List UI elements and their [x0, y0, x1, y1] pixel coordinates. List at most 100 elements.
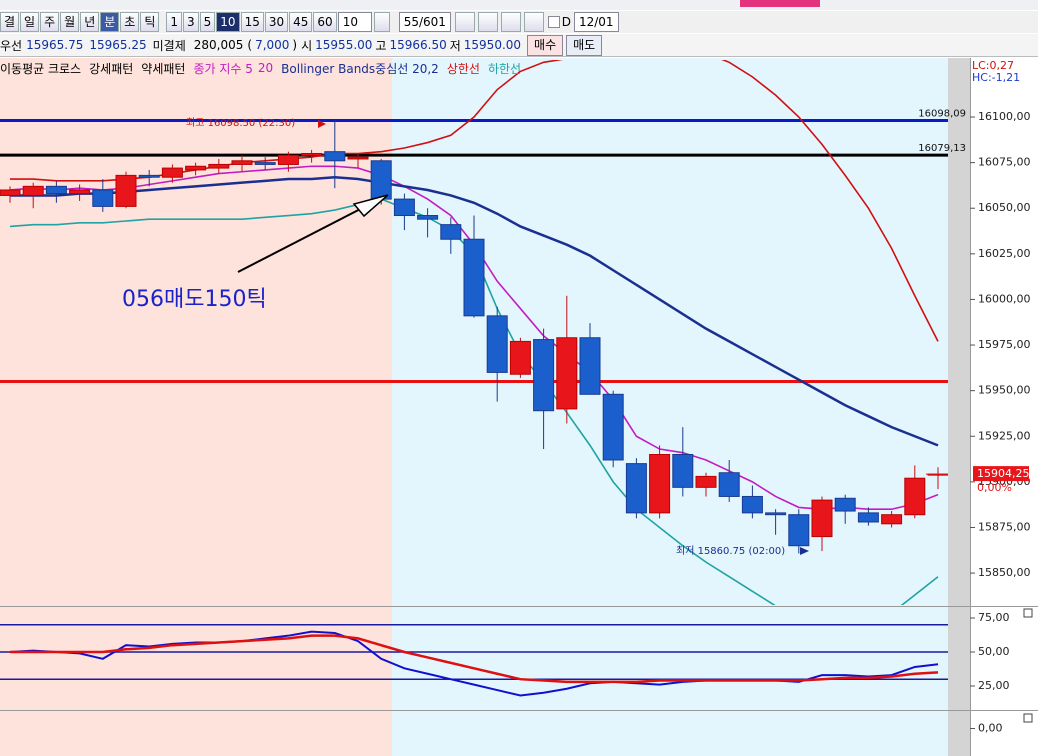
candle-body [22, 185, 44, 196]
high-label: 고 [375, 38, 387, 53]
tool-icon[interactable] [523, 12, 544, 32]
legend-series: 하한선 [487, 61, 522, 76]
candle-body [509, 340, 531, 375]
candle-body [440, 224, 462, 240]
candle-body [45, 185, 67, 195]
legend-item: 강세패턴 [89, 61, 134, 76]
candle-body [602, 393, 624, 461]
minute-button[interactable]: 45 [289, 12, 313, 32]
minute-button[interactable]: 30 [264, 12, 289, 32]
candle-body [208, 163, 230, 169]
horizontal-line-label: 16079,13 [918, 143, 966, 154]
oi-change: 7,000 [255, 38, 290, 52]
y-tick-label: 15975,00 [978, 338, 1031, 351]
current-price-box [973, 466, 1029, 482]
current-price-label: 15904,25 [977, 467, 1030, 480]
candle-body [277, 154, 299, 165]
candle-body [324, 151, 346, 162]
horizontal-line-label: 16098,09 [918, 108, 966, 119]
candle-body [486, 315, 508, 373]
buy-button[interactable]: 매수 [527, 34, 564, 56]
low-annotation: 최저 15860.75 (02:00) [676, 545, 785, 557]
candle-body [417, 215, 439, 220]
lc-label: LC:0,27 [972, 59, 1014, 72]
y-tick-label: 15925,00 [978, 429, 1031, 442]
period-button[interactable]: 결 [0, 12, 20, 32]
count-input[interactable]: 55/601 [398, 12, 451, 32]
paren: ( [247, 38, 253, 52]
candle-body [0, 189, 21, 196]
tool-icon[interactable] [454, 12, 475, 32]
period-button[interactable]: 월 [60, 12, 80, 32]
y-tick-label: 25,00 [978, 679, 1010, 692]
hc-label: HC:-1,21 [972, 71, 1020, 84]
candle-body [231, 160, 253, 165]
candle-body [138, 174, 160, 178]
minute-button[interactable]: 15 [240, 12, 264, 32]
checkbox[interactable] [547, 16, 560, 28]
quote-label: 우선 [0, 38, 23, 53]
legend: 이동평균 크로스 강세패턴 약세패턴 종가 지수 5 20 Bollinger Bands… [0, 59, 1038, 77]
price: 15965.75 [26, 38, 84, 52]
candle-body [185, 165, 207, 171]
high: 15966.50 [389, 38, 447, 52]
period-button[interactable]: 초 [120, 12, 140, 32]
oi: 280,005 [193, 38, 244, 52]
indicator-line [10, 634, 939, 684]
dropdown[interactable]: 10 [337, 12, 372, 32]
legend-period: 20 [257, 61, 274, 75]
period-button[interactable]: 일 [20, 12, 40, 32]
pink-button[interactable] [740, 0, 820, 7]
candle-body [533, 339, 555, 412]
y-tick-label: 16100,00 [978, 110, 1031, 123]
minute-button[interactable]: 3 [183, 12, 199, 32]
period-button[interactable]: 틱 [140, 12, 160, 32]
toolbar: 결 일 주 월 년 분 초 틱 1 3 5 10 15 30 45 60 10 55/601 D 12/01 [0, 11, 1038, 33]
signal-annotation: 056매도150틱 [122, 287, 267, 312]
period-button[interactable]: 년 [80, 12, 100, 32]
high-arrow [318, 120, 326, 128]
candle-body [393, 198, 415, 217]
candle-body [811, 499, 833, 538]
candle-body [904, 477, 926, 516]
paren: ) [292, 38, 298, 52]
period-button[interactable]: 분 [100, 12, 120, 32]
high-annotation: 최고 16098.50 (22:30) [186, 117, 295, 129]
dropdown-arrow[interactable] [373, 12, 390, 32]
minute-button[interactable]: 1 [166, 12, 183, 32]
tool-icon[interactable] [500, 12, 521, 32]
y-tick-label: 0,00 [978, 722, 1003, 735]
candle-body [649, 453, 671, 514]
sell-button[interactable]: 매도 [566, 34, 603, 56]
candle-body [765, 512, 787, 516]
legend-series: Bollinger Bands중심선 20,2 [281, 61, 439, 76]
minute-button[interactable]: 10 [216, 12, 240, 32]
candle-body [370, 160, 392, 200]
minute-button[interactable]: 5 [199, 12, 216, 32]
y-tick-label: 15875,00 [978, 520, 1031, 533]
tool-icon[interactable] [477, 12, 498, 32]
low: 15950.00 [463, 38, 522, 52]
candle-body [881, 514, 903, 525]
y-tick-label: 15850,00 [978, 566, 1031, 579]
candle-body [463, 238, 485, 317]
low-arrow [800, 547, 809, 555]
y-tick-label: 16025,00 [978, 247, 1031, 260]
low-label: 저 [449, 38, 461, 53]
date-input[interactable]: 12/01 [573, 12, 619, 32]
legend-series: 종가 지수 5 [193, 61, 253, 76]
legend-item: 이동평균 크로스 [0, 61, 82, 76]
minute-button[interactable]: 60 [313, 12, 337, 32]
y-tick-label: 50,00 [978, 645, 1010, 658]
y-tick-label: 15950,00 [978, 384, 1031, 397]
candle-body [301, 152, 323, 156]
candle-body [69, 189, 91, 195]
indicator-line [10, 175, 939, 447]
candle-body [92, 189, 114, 207]
period-button[interactable]: 주 [40, 12, 60, 32]
candle-body [347, 156, 369, 160]
open: 15955.00 [315, 38, 373, 52]
y-tick-label: 16000,00 [978, 292, 1031, 305]
